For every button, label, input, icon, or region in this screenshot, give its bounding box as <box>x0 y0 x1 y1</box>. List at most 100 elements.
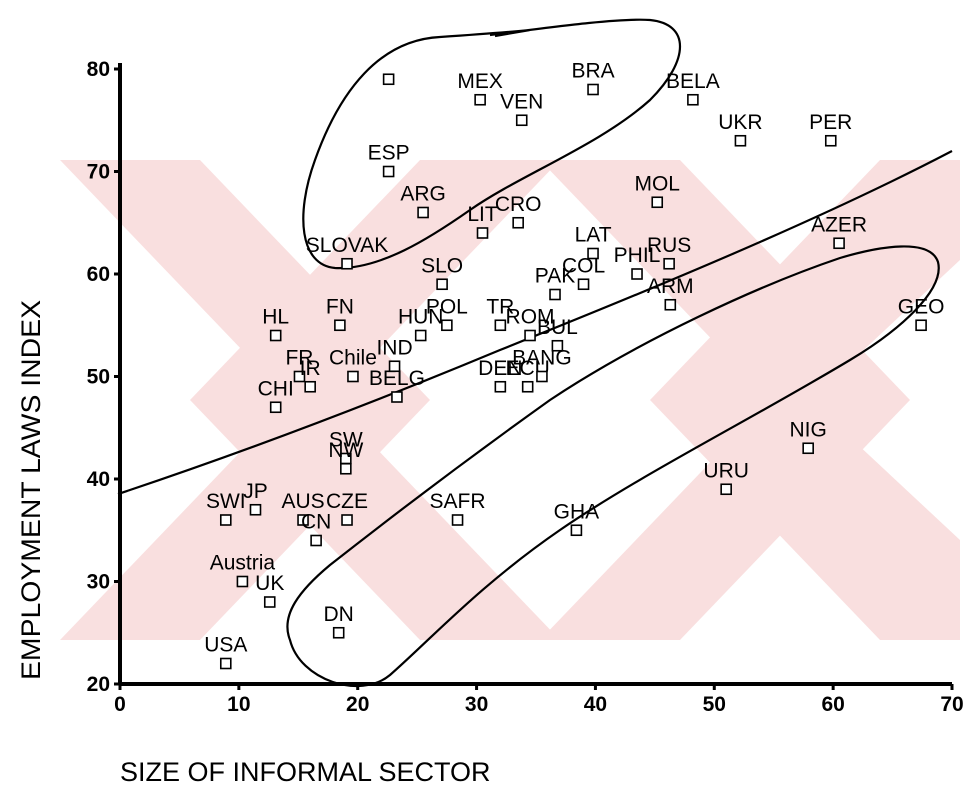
x-tick-label: 20 <box>346 693 369 716</box>
data-point <box>451 514 464 526</box>
data-point <box>664 298 677 311</box>
point-label: ARG <box>400 183 446 206</box>
point-label: BANG <box>512 347 572 370</box>
point-label: ARM <box>647 275 694 298</box>
data-point <box>219 514 232 526</box>
point-label: AZER <box>811 213 867 236</box>
point-label: HL <box>262 306 289 329</box>
upper-ellipse <box>302 18 682 270</box>
data-point <box>347 370 359 383</box>
point-label: HUN <box>398 306 444 329</box>
point-label: PER <box>809 111 852 134</box>
data-point <box>476 227 489 239</box>
point-label: MOL <box>634 172 680 195</box>
data-point <box>474 93 486 106</box>
x-tick-label: 70 <box>940 693 963 716</box>
divider-curve <box>117 150 953 496</box>
data-point <box>494 380 507 393</box>
point-label: NIG <box>790 418 827 441</box>
data-point <box>512 216 524 229</box>
point-label: TR <box>486 295 514 318</box>
point-label: BRA <box>571 60 614 83</box>
data-point <box>734 134 747 147</box>
data-point <box>833 237 845 250</box>
data-point <box>332 626 345 639</box>
data-point <box>219 657 232 670</box>
point-label: SLOVAK <box>306 234 388 257</box>
data-point <box>587 247 599 260</box>
point-label: IR <box>300 357 321 380</box>
point-label: PHIL <box>614 244 661 267</box>
data-point <box>414 329 427 342</box>
point-label: LAT <box>575 224 612 247</box>
data-point <box>293 370 306 383</box>
point-label: DEN <box>478 357 522 380</box>
point-label: GHA <box>554 500 600 523</box>
annotation-curves <box>117 18 953 688</box>
x-axis-title: SIZE OF INFORMAL SECTOR <box>120 757 491 787</box>
y-tick-label: 30 <box>87 571 110 594</box>
data-point <box>436 278 448 291</box>
point-label: SWI <box>206 490 246 513</box>
lower-ellipse <box>286 245 940 688</box>
y-tick-label: 40 <box>87 468 110 491</box>
point-label: DN <box>324 603 354 626</box>
data-point <box>570 524 583 537</box>
data-point <box>417 206 429 219</box>
point-label: LIT <box>467 203 498 226</box>
data-point <box>249 503 262 516</box>
data-point <box>334 319 346 332</box>
x-tick-label: 40 <box>584 693 607 716</box>
data-point <box>536 370 548 383</box>
point-label: Chile <box>329 347 377 370</box>
y-tick-label: 80 <box>87 58 110 81</box>
point-label: BELA <box>666 70 720 93</box>
data-point <box>631 268 643 280</box>
data-point <box>802 442 814 455</box>
data-point <box>304 380 316 393</box>
point-label: USA <box>204 634 247 657</box>
point-label: JP <box>243 480 268 503</box>
point-label: PAK <box>535 265 575 288</box>
data-point <box>524 329 536 342</box>
x-tick-label: 30 <box>465 693 488 716</box>
y-tick-label: 60 <box>87 263 110 286</box>
point-label: MEX <box>457 70 503 93</box>
y-axis-title: EMPLOYMENT LAWS INDEX <box>16 300 46 680</box>
axes: 0 10 20 30 40 50 60 70 20 30 40 50 60 70 80 <box>87 58 964 716</box>
y-tick-label: 20 <box>87 673 110 696</box>
data-point <box>494 319 507 332</box>
point-label: COL <box>562 254 605 277</box>
point-label: CZE <box>326 490 368 513</box>
data-point <box>391 391 403 403</box>
data-point <box>687 93 699 106</box>
data-point <box>824 134 837 147</box>
data-point <box>549 288 561 301</box>
point-label: BELG <box>369 367 425 390</box>
point-label: SLO <box>421 254 463 277</box>
data-point <box>441 319 453 332</box>
data-point <box>269 329 282 342</box>
point-label: FR <box>285 347 313 370</box>
point-label: GEO <box>898 295 945 318</box>
data-point <box>382 165 395 178</box>
point-label: BUL <box>537 316 578 339</box>
point-label: VEN <box>500 90 543 113</box>
point-label: AUS <box>281 490 324 513</box>
data-point <box>340 462 352 475</box>
point-label: CHI <box>258 377 294 400</box>
watermark-logo <box>60 160 960 640</box>
point-label: CRO <box>495 193 542 216</box>
x-tick-label: 0 <box>114 693 126 716</box>
point-label: ESP <box>368 142 410 165</box>
data-point <box>382 73 395 86</box>
data-point <box>521 380 534 393</box>
point-label: URU <box>703 459 749 482</box>
data-point <box>310 534 322 547</box>
point-label: POL <box>426 295 468 318</box>
data-point <box>551 339 564 352</box>
data-point <box>263 596 276 608</box>
data-point <box>236 575 249 588</box>
